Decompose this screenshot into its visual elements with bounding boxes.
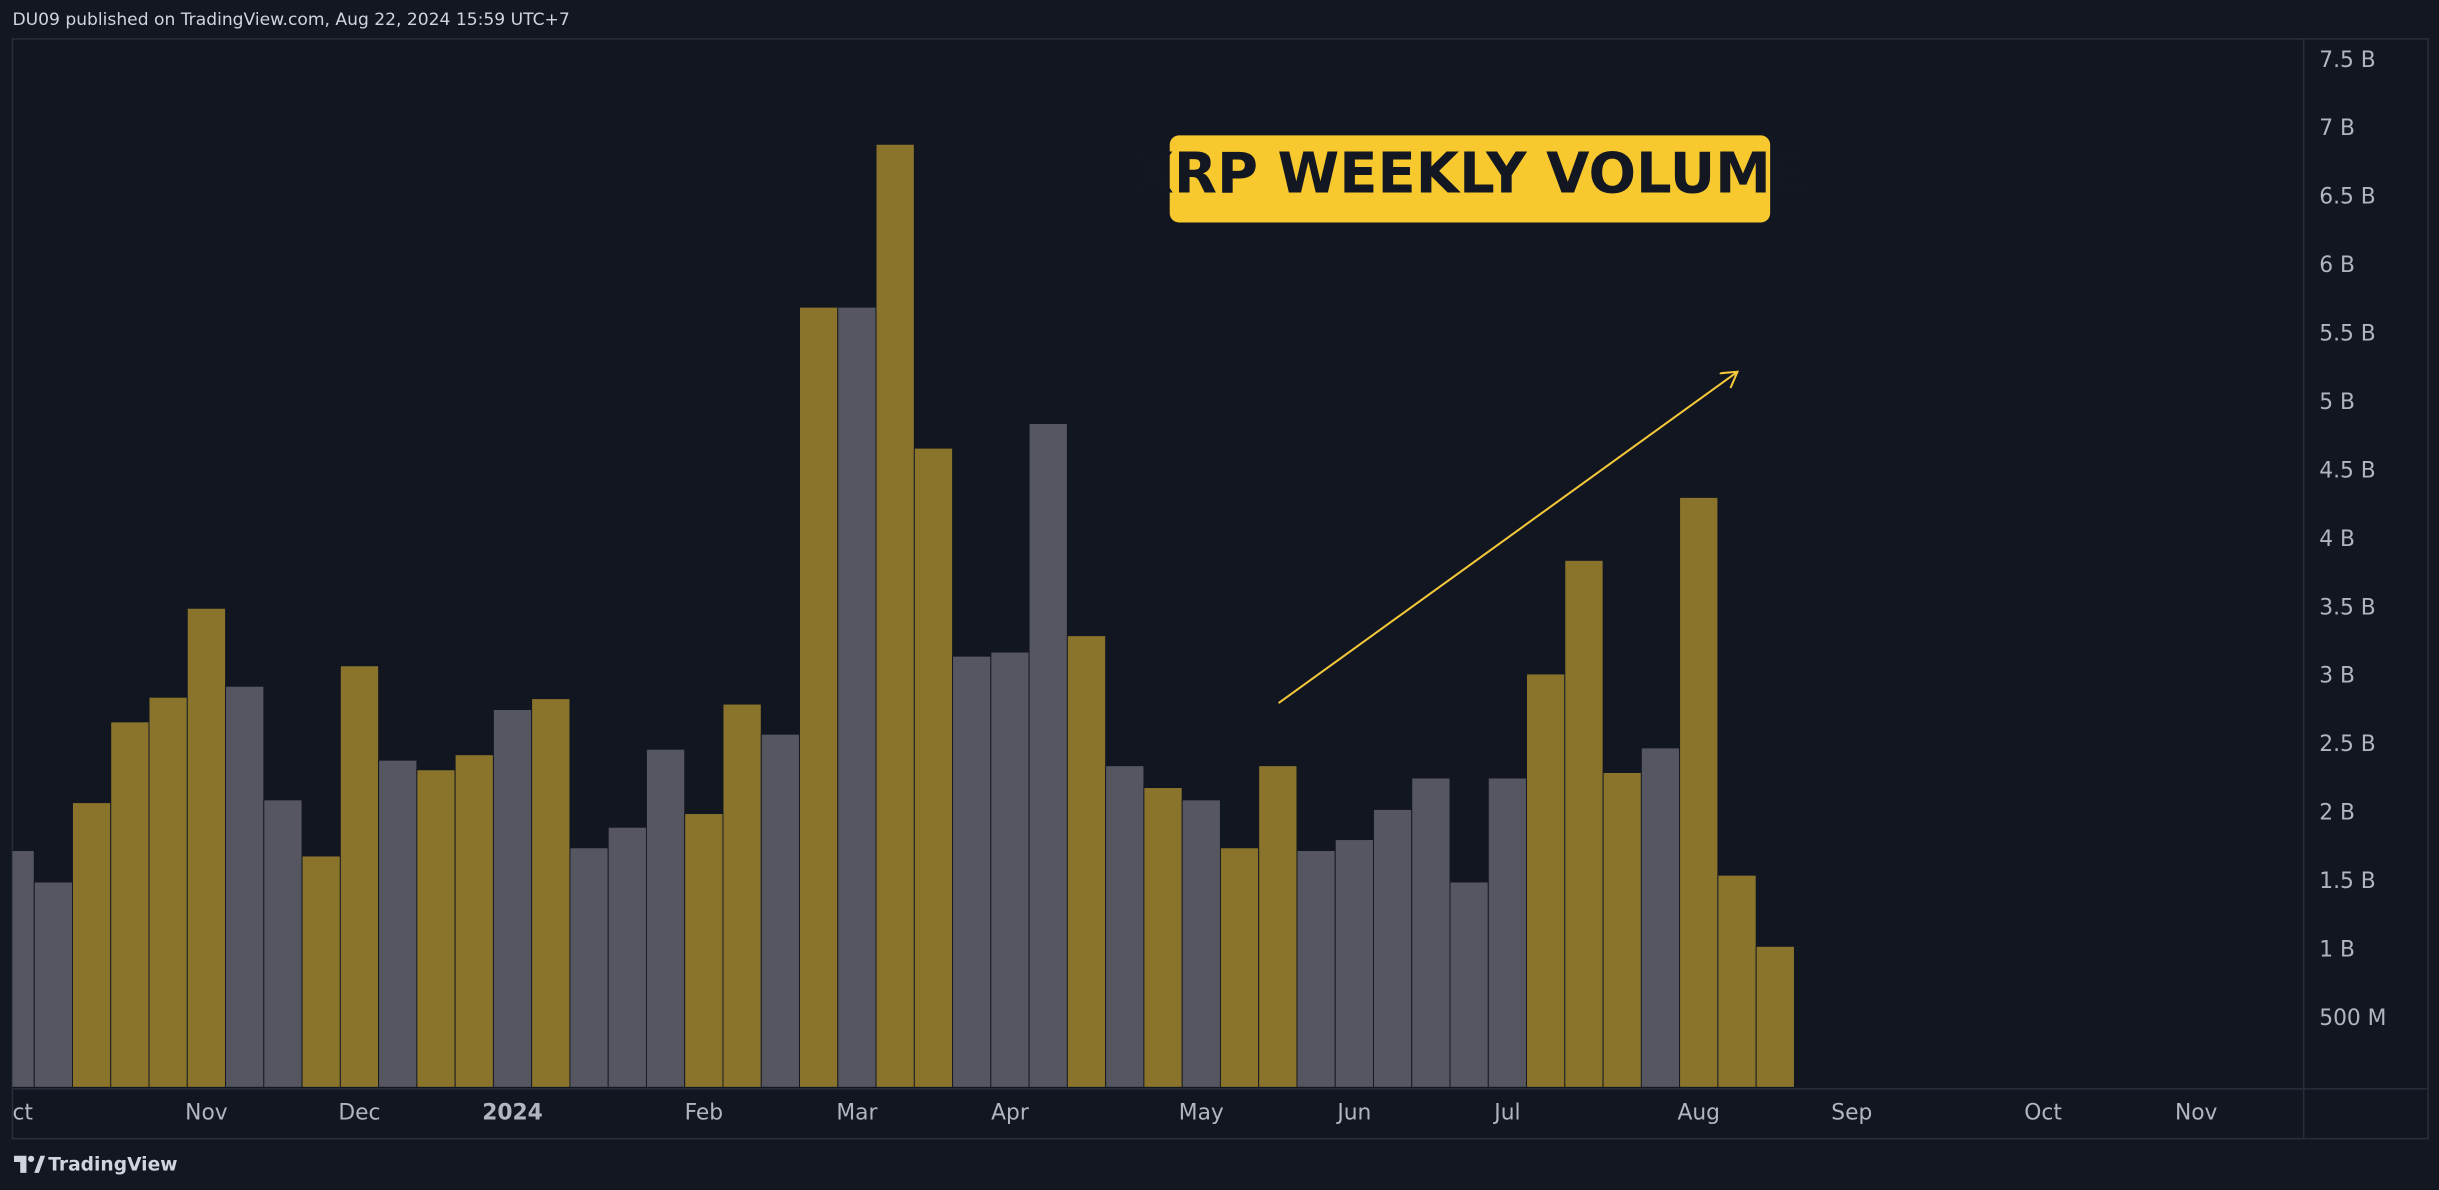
x-tick-label: ct (12, 1101, 33, 1126)
bar (1373, 809, 1413, 1088)
bar (1602, 772, 1642, 1088)
y-tick-label: 5.5 B (2319, 322, 2375, 347)
bar (378, 759, 418, 1088)
bar (1028, 423, 1068, 1088)
y-tick-label: 1 B (2319, 937, 2355, 962)
y-tick-label: 2.5 B (2319, 732, 2375, 757)
footer-brand: TradingView (48, 1155, 177, 1176)
x-tick-label: May (1179, 1101, 1224, 1126)
y-tick-label: 500 M (2319, 1006, 2386, 1031)
bar (1143, 787, 1183, 1088)
x-tick-label: Aug (1677, 1101, 1720, 1126)
bar (990, 651, 1030, 1088)
bar (684, 813, 724, 1088)
bar (339, 665, 380, 1088)
y-tick-label: 7 B (2319, 116, 2355, 141)
y-tick-label: 7.5 B (2319, 48, 2375, 73)
bar (1181, 799, 1221, 1088)
trend-arrow (1278, 372, 1738, 704)
x-tick-label: Nov (185, 1101, 228, 1126)
title-box (1169, 135, 1771, 223)
bar (1679, 496, 1719, 1088)
bar (1564, 559, 1604, 1088)
y-tick-label: 2 B (2319, 801, 2355, 826)
bar (1717, 874, 1757, 1088)
bar (875, 143, 915, 1088)
bar (952, 655, 992, 1088)
y-tick-label: 3 B (2319, 664, 2355, 689)
bar (263, 799, 303, 1088)
x-tick-label: Feb (685, 1101, 724, 1126)
x-tick-label: Jul (1492, 1101, 1520, 1126)
bar (1296, 850, 1336, 1088)
bar (1526, 673, 1566, 1088)
x-tick-label: Nov (2175, 1101, 2218, 1126)
y-tick-label: 4.5 B (2319, 458, 2375, 483)
bars (12, 143, 1795, 1088)
bar (1219, 847, 1260, 1088)
bar (1755, 945, 1795, 1088)
x-tick-label: 2024 (482, 1101, 543, 1126)
bar (569, 847, 609, 1088)
bar (607, 826, 647, 1088)
bar (416, 769, 456, 1088)
y-tick-label: 4 B (2319, 527, 2355, 552)
y-tick-label: 1.5 B (2319, 869, 2375, 894)
bar (1258, 765, 1298, 1088)
bar (531, 698, 571, 1088)
bar (225, 685, 265, 1088)
bar (799, 306, 839, 1088)
header-text: DU09 published on TradingView.com, Aug 2… (12, 10, 569, 30)
bar (454, 754, 494, 1088)
y-tick-label: 6 B (2319, 253, 2355, 278)
bar (1411, 777, 1451, 1088)
bar (186, 607, 227, 1088)
bar (837, 306, 877, 1088)
x-tick-label: Sep (1831, 1101, 1872, 1126)
bar (1105, 765, 1145, 1088)
x-tick-label: Mar (836, 1101, 877, 1126)
bar (110, 721, 150, 1088)
y-tick-label: 6.5 B (2319, 185, 2375, 210)
bar (1487, 777, 1528, 1088)
y-tick-label: 3.5 B (2319, 595, 2375, 620)
bar (1066, 635, 1107, 1088)
bar (33, 881, 73, 1088)
bar (1449, 881, 1489, 1088)
bar (1640, 747, 1681, 1088)
bar (913, 447, 954, 1088)
y-tick-label: 5 B (2319, 390, 2355, 415)
x-tick-label: Dec (338, 1101, 380, 1126)
bar (492, 709, 533, 1088)
bar (72, 802, 112, 1088)
bar (760, 733, 800, 1088)
bar (722, 703, 762, 1088)
bar (645, 748, 686, 1088)
x-tick-label: Jun (1335, 1101, 1371, 1126)
x-tick-label: Oct (2024, 1101, 2062, 1126)
bar (301, 855, 341, 1088)
bar (1334, 839, 1374, 1088)
x-tick-label: Apr (991, 1101, 1029, 1126)
bar (148, 696, 188, 1088)
chart-title: XRP WEEKLY VOLUME (1131, 141, 1809, 206)
